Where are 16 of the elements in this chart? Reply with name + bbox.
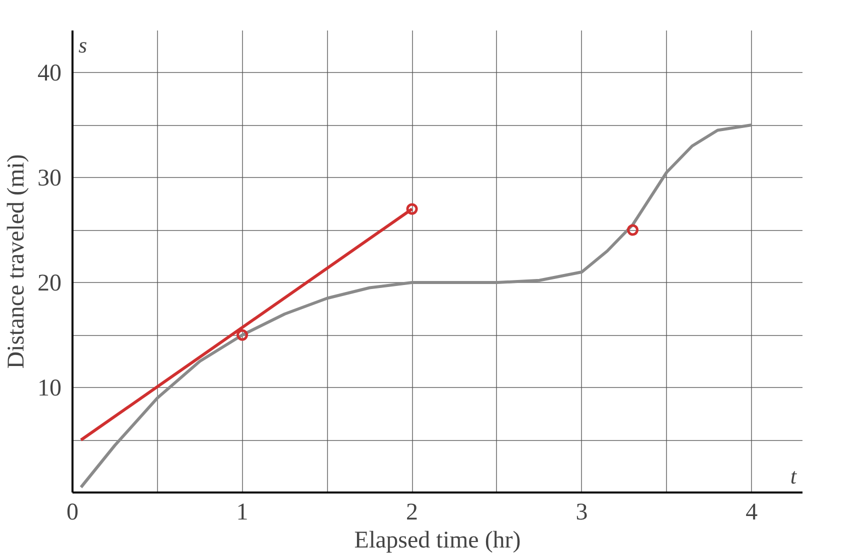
- y-tick-label: 40: [38, 60, 62, 86]
- y-tick-label: 10: [38, 376, 62, 402]
- y-tick-label: 30: [38, 166, 62, 192]
- x-tick-label: 3: [576, 500, 588, 526]
- y-tick-label: 20: [38, 270, 62, 296]
- point: [236, 329, 248, 341]
- x-tick-label: 2: [406, 500, 418, 526]
- annotation: t: [790, 464, 798, 488]
- line-series: [79, 124, 754, 489]
- x-tick-label: 1: [236, 500, 248, 526]
- point: [626, 224, 638, 236]
- annotation: s: [78, 32, 88, 58]
- x-axis-title: Elapsed time (hr): [354, 528, 521, 554]
- x-tick-label: 4: [746, 500, 758, 526]
- y-axis-title: Distance traveled (mi): [4, 154, 30, 369]
- x-tick-label: 0: [66, 500, 78, 526]
